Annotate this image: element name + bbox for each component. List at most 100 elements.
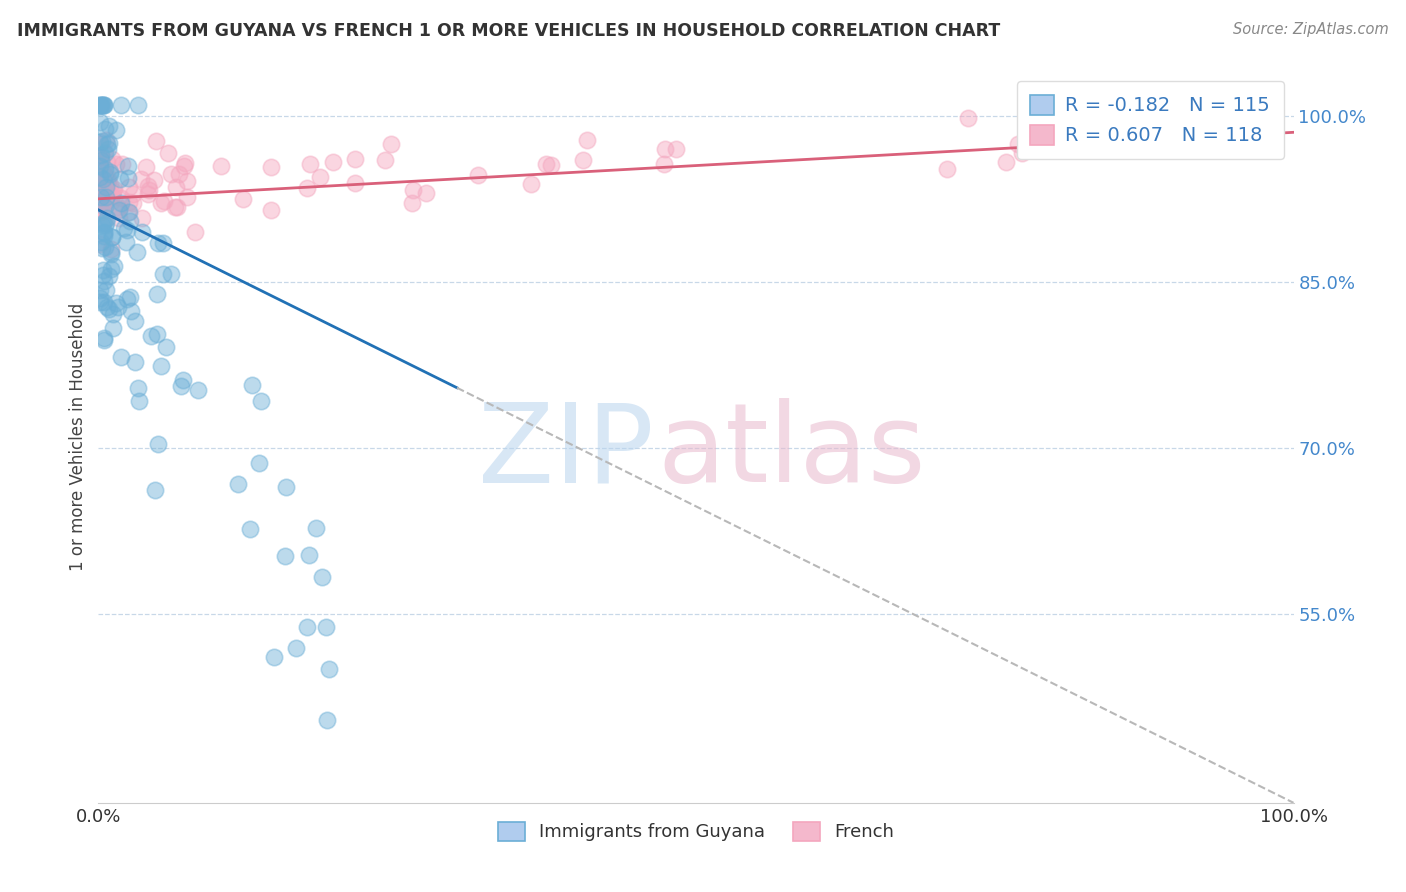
Point xyxy=(91,97,114,112)
Point xyxy=(146,287,169,301)
Point xyxy=(176,174,198,188)
Point xyxy=(97,142,120,156)
Point xyxy=(97,119,120,133)
Point xyxy=(131,171,153,186)
Point xyxy=(94,168,117,182)
Point xyxy=(101,188,124,202)
Point xyxy=(117,159,139,173)
Point xyxy=(654,143,676,157)
Point xyxy=(936,162,959,177)
Point xyxy=(228,477,250,491)
Point xyxy=(104,296,127,310)
Point xyxy=(260,202,283,217)
Point xyxy=(127,97,149,112)
Point xyxy=(274,549,297,564)
Point xyxy=(110,191,132,205)
Point xyxy=(107,201,129,215)
Point xyxy=(247,456,270,470)
Point xyxy=(117,204,139,219)
Point xyxy=(1043,118,1066,132)
Point xyxy=(101,321,124,335)
Point xyxy=(94,283,117,297)
Point xyxy=(152,235,174,250)
Point xyxy=(110,350,132,364)
Point xyxy=(100,261,122,276)
Point xyxy=(124,314,146,328)
Point xyxy=(995,155,1018,169)
Point xyxy=(148,236,170,251)
Point xyxy=(380,137,402,152)
Point xyxy=(152,267,174,281)
Point xyxy=(96,184,118,198)
Point xyxy=(89,115,111,129)
Point xyxy=(93,229,115,244)
Point xyxy=(90,153,112,168)
Point xyxy=(166,200,188,214)
Point xyxy=(105,123,128,137)
Point xyxy=(239,522,262,536)
Point xyxy=(540,157,562,171)
Point xyxy=(100,186,122,200)
Point xyxy=(107,300,129,314)
Point xyxy=(1121,140,1143,154)
Point xyxy=(295,181,318,195)
Point xyxy=(135,160,157,174)
Point xyxy=(297,620,319,634)
Point xyxy=(100,229,122,244)
Point xyxy=(957,111,980,125)
Point xyxy=(98,165,121,179)
Point xyxy=(311,569,333,583)
Point xyxy=(90,188,112,202)
Point xyxy=(108,211,131,226)
Point xyxy=(572,153,595,168)
Point xyxy=(89,169,111,183)
Point xyxy=(93,170,115,185)
Point xyxy=(96,155,118,169)
Point xyxy=(115,223,138,237)
Point xyxy=(156,146,179,161)
Point xyxy=(93,194,115,209)
Point xyxy=(139,329,162,343)
Point xyxy=(93,182,115,196)
Point xyxy=(89,294,111,309)
Point xyxy=(89,150,111,164)
Text: IMMIGRANTS FROM GUYANA VS FRENCH 1 OR MORE VEHICLES IN HOUSEHOLD CORRELATION CHA: IMMIGRANTS FROM GUYANA VS FRENCH 1 OR MO… xyxy=(17,22,1000,40)
Point xyxy=(100,247,122,261)
Point xyxy=(91,216,114,230)
Point xyxy=(91,193,114,207)
Point xyxy=(176,190,198,204)
Point xyxy=(110,195,132,210)
Point xyxy=(110,172,132,186)
Point xyxy=(90,154,112,169)
Point xyxy=(128,394,150,409)
Point xyxy=(155,339,177,353)
Point xyxy=(97,171,120,186)
Point xyxy=(118,179,141,194)
Point xyxy=(90,218,112,232)
Point xyxy=(127,381,149,395)
Point xyxy=(187,384,209,398)
Point xyxy=(91,193,114,207)
Point xyxy=(160,267,183,281)
Point xyxy=(89,170,111,185)
Point xyxy=(111,157,134,171)
Point xyxy=(100,245,122,260)
Point xyxy=(101,152,124,166)
Point xyxy=(89,159,111,173)
Point xyxy=(94,240,117,254)
Point xyxy=(138,183,160,197)
Point xyxy=(100,189,122,203)
Point xyxy=(89,183,111,197)
Point xyxy=(89,135,111,149)
Point xyxy=(103,182,125,196)
Legend: Immigrants from Guyana, French: Immigrants from Guyana, French xyxy=(491,814,901,848)
Point xyxy=(304,521,326,535)
Point xyxy=(96,175,118,189)
Point xyxy=(94,218,117,232)
Point xyxy=(91,186,114,201)
Point xyxy=(98,268,121,283)
Point xyxy=(90,134,112,148)
Point xyxy=(91,184,114,198)
Point xyxy=(89,291,111,305)
Point xyxy=(93,122,115,136)
